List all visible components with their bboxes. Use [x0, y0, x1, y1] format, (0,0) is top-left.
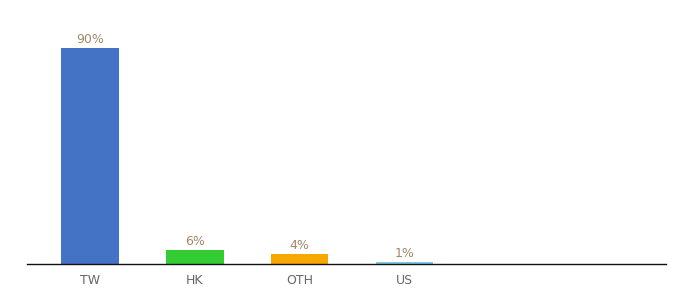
- Bar: [375, 262, 433, 264]
- Text: 90%: 90%: [76, 33, 104, 46]
- Bar: [166, 250, 224, 264]
- Bar: [271, 254, 328, 264]
- Text: 4%: 4%: [290, 239, 309, 253]
- Text: 1%: 1%: [394, 247, 414, 260]
- Bar: [61, 48, 119, 264]
- Text: 6%: 6%: [185, 235, 205, 248]
